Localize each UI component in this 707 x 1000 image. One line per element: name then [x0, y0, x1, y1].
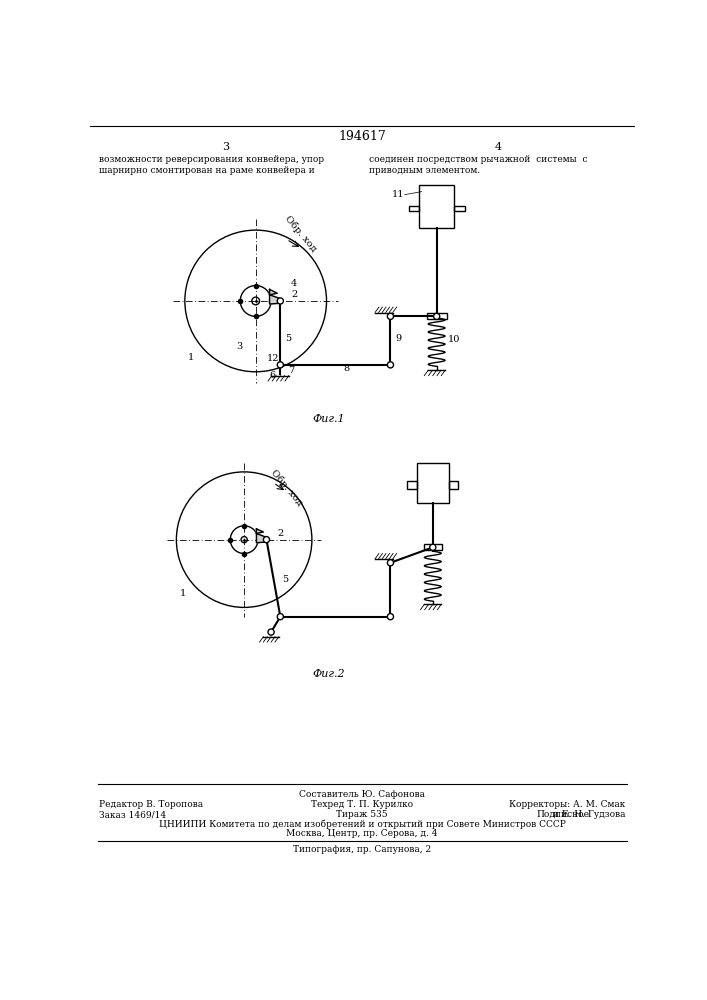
- Circle shape: [277, 298, 284, 304]
- Text: Подписное: Подписное: [537, 810, 590, 819]
- Text: соединен посредством рычажной  системы  с
приводным элементом.: соединен посредством рычажной системы с …: [369, 155, 588, 175]
- Text: Редактор В. Торопова: Редактор В. Торопова: [100, 800, 204, 809]
- Text: Обр. ход: Обр. ход: [283, 213, 318, 253]
- Text: 3: 3: [222, 142, 229, 152]
- Circle shape: [268, 629, 274, 635]
- Text: Фиг.2: Фиг.2: [312, 669, 345, 679]
- Text: и Е. Н. Гудзова: и Е. Н. Гудзова: [553, 810, 625, 819]
- Polygon shape: [257, 533, 267, 543]
- Circle shape: [277, 362, 284, 368]
- Polygon shape: [269, 295, 281, 304]
- Bar: [426, 313, 447, 319]
- Text: 1: 1: [188, 353, 194, 362]
- Circle shape: [387, 560, 394, 566]
- Circle shape: [387, 614, 394, 620]
- Text: 5: 5: [282, 575, 288, 584]
- Bar: [454, 206, 464, 211]
- Text: 2: 2: [277, 529, 284, 538]
- Text: 10: 10: [448, 335, 460, 344]
- Circle shape: [387, 362, 394, 368]
- Text: 5: 5: [285, 334, 291, 343]
- Circle shape: [430, 544, 436, 550]
- Text: Тираж 535: Тираж 535: [336, 810, 387, 819]
- Text: 7: 7: [288, 366, 294, 375]
- Text: Москва, Центр, пр. Серова, д. 4: Москва, Центр, пр. Серова, д. 4: [286, 829, 438, 838]
- Circle shape: [387, 313, 394, 319]
- Text: Техред Т. П. Курилко: Техред Т. П. Курилко: [311, 800, 413, 809]
- Text: ЦНИИПИ Комитета по делам изобретений и открытий при Совете Министров СССР: ЦНИИПИ Комитета по делам изобретений и о…: [158, 820, 566, 829]
- Circle shape: [264, 537, 269, 543]
- Text: 12: 12: [267, 354, 279, 363]
- Polygon shape: [257, 529, 264, 533]
- Text: Фиг.1: Фиг.1: [312, 414, 345, 424]
- Bar: [407, 481, 416, 489]
- Text: Составитель Ю. Сафонова: Составитель Ю. Сафонова: [299, 790, 425, 799]
- Text: 4: 4: [495, 142, 502, 152]
- Text: Обр. ход: Обр. ход: [269, 468, 304, 507]
- Bar: [419, 185, 454, 228]
- Polygon shape: [269, 289, 277, 295]
- Text: Заказ 1469/14: Заказ 1469/14: [100, 810, 167, 819]
- Text: Корректоры: А. М. Смак: Корректоры: А. М. Смак: [509, 800, 625, 809]
- Circle shape: [277, 614, 284, 620]
- Text: 6: 6: [269, 371, 276, 380]
- Text: 1: 1: [180, 589, 186, 598]
- Bar: [449, 481, 458, 489]
- Bar: [423, 544, 442, 550]
- Text: 3: 3: [236, 342, 243, 351]
- Text: 4: 4: [291, 279, 298, 288]
- Text: 194617: 194617: [338, 130, 386, 143]
- Text: возможности реверсирования конвейера, упор
шарнирно смонтирован на раме конвейер: возможности реверсирования конвейера, уп…: [100, 155, 325, 175]
- Circle shape: [433, 313, 440, 319]
- Bar: [409, 206, 419, 211]
- Text: 11: 11: [392, 190, 404, 199]
- Text: Типография, пр. Сапунова, 2: Типография, пр. Сапунова, 2: [293, 845, 431, 854]
- Text: 9: 9: [395, 334, 401, 343]
- Bar: [416, 463, 449, 503]
- Text: 2: 2: [291, 290, 298, 299]
- Text: 8: 8: [343, 364, 349, 373]
